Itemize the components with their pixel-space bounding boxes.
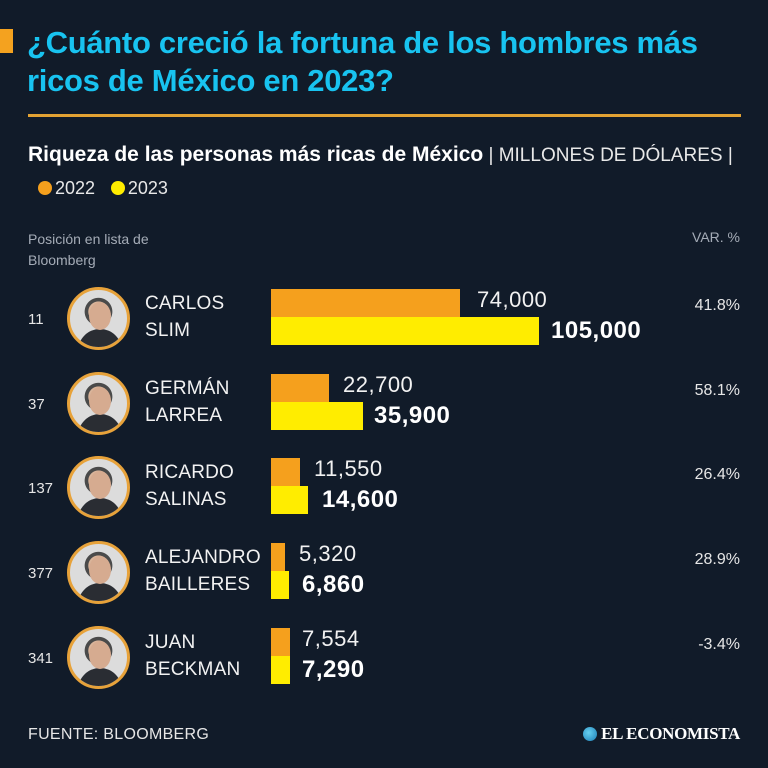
variation-column-header: VAR. % [692,229,740,245]
subtitle-units: MILLONES DE DÓLARES [498,145,723,166]
legend-dot-2022-icon [38,181,52,195]
legend-dot-2023-icon [110,181,125,195]
variation-pct: 28.9% [694,551,740,568]
chart-subtitle: Riqueza de las personas más ricas de Méx… [28,139,748,204]
publisher-name: EL ECONOMISTA [601,724,740,743]
avatar-photo-icon [67,287,130,350]
value-2023: 14,600 [322,486,399,513]
avatar-photo-icon [67,541,130,604]
bar-2023 [271,486,308,514]
value-2022: 7,554 [302,626,360,651]
value-2022: 5,320 [299,541,357,566]
chart-row: 137 RICARDO SALINAS 11,550 14,600 26.4% [0,452,768,532]
variation-pct: 26.4% [694,466,740,483]
chart-row: 341 JUAN BECKMAN 7,554 7,290 -3.4% [0,622,768,702]
value-2023: 105,000 [551,317,642,344]
avatar-photo-icon [67,372,130,435]
bar-2023 [271,571,289,599]
person-name: RICARDO SALINAS [145,462,235,510]
source-note: FUENTE: BLOOMBERG [28,726,210,743]
bar-2023 [271,317,539,345]
bar-2022 [271,628,290,656]
person-name: ALEJANDRO BAILLERES [145,547,261,595]
subtitle-separator: | [483,145,499,166]
rank: 137 [28,480,54,497]
person-name: CARLOS SLIM [145,293,225,341]
bar-2023 [271,656,290,684]
rank-column-header: Posición en lista de Bloomberg [28,231,149,268]
person-name: JUAN BECKMAN [145,632,241,680]
value-2022: 22,700 [343,372,414,397]
avatar-photo-icon [67,626,130,689]
legend-label-2022: 2022 [55,178,96,198]
accent-square [0,29,13,53]
bar-2022 [271,543,285,571]
subtitle-units-separator: | [722,145,733,166]
page-title: ¿Cuánto creció la fortuna de los hombres… [27,25,698,98]
value-2023: 7,290 [302,656,365,683]
rank: 341 [28,650,54,667]
legend-label-2023: 2023 [127,178,168,198]
variation-pct: -3.4% [698,636,740,653]
value-2023: 35,900 [374,402,451,429]
variation-pct: 58.1% [694,382,740,399]
rank: 11 [28,311,44,328]
chart-row: 37 GERMÁN LARREA 22,700 35,900 58.1% [0,368,768,448]
chart-row: 377 ALEJANDRO BAILLERES 5,320 6,860 28.9% [0,537,768,617]
bar-2022 [271,289,460,317]
subtitle-main: Riqueza de las personas más ricas de Méx… [28,143,484,166]
globe-logo-icon [583,727,598,741]
bar-2022 [271,458,300,486]
value-2023: 6,860 [302,571,365,598]
bar-2022 [271,374,329,402]
value-2022: 11,550 [314,456,383,481]
title-divider [28,114,741,117]
legend: 2022 2023 [28,176,168,199]
publisher-logo: EL ECONOMISTA [583,724,740,744]
variation-pct: 41.8% [694,297,740,314]
rank: 377 [28,565,54,582]
person-name: GERMÁN LARREA [145,378,230,426]
bar-2023 [271,402,363,430]
chart-row: 11 CARLOS SLIM 74,000 105,000 41.8% [0,283,768,363]
value-2022: 74,000 [477,287,548,312]
rank: 37 [28,396,45,413]
avatar-photo-icon [67,456,130,519]
